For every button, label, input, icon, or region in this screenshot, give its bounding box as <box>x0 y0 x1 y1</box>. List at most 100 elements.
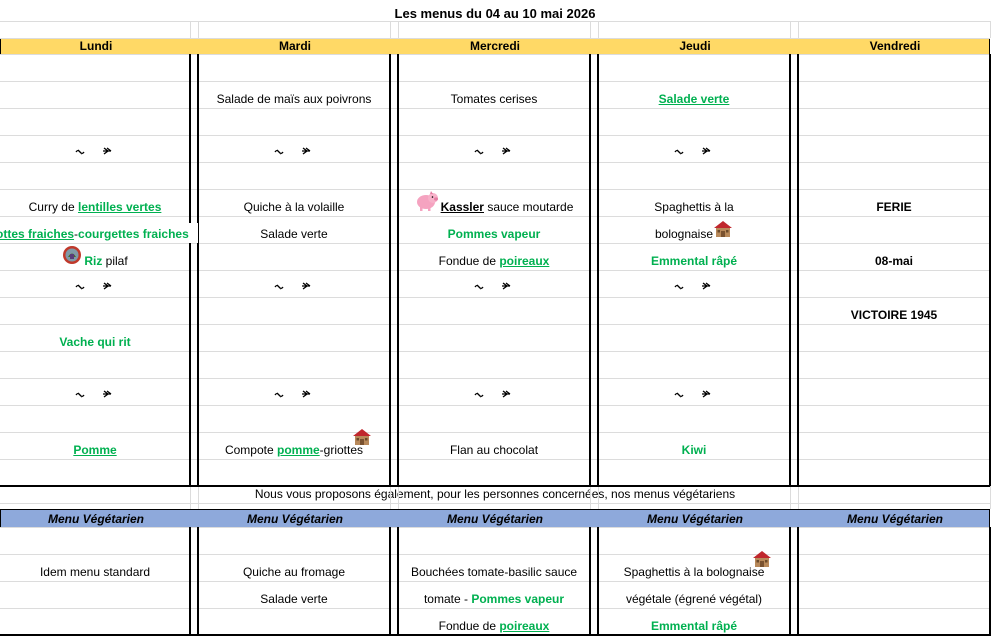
menu-item-text: Compote <box>224 443 277 457</box>
gridline <box>798 486 799 509</box>
menu-cell <box>398 378 590 405</box>
gridline <box>198 486 199 509</box>
menu-cell: Emmental râpé <box>598 243 790 270</box>
wavy-dash-separator-icon <box>74 280 116 294</box>
menu-item-text: Fondue de <box>438 254 500 268</box>
menu-item-text: végétale (égrené végétal) <box>625 592 763 606</box>
menu-item-text: Kassler <box>440 200 484 214</box>
gridline <box>790 486 791 509</box>
gridline <box>598 21 599 38</box>
gridline <box>798 21 799 38</box>
menu-item-text: Curry de <box>28 200 78 214</box>
gridline <box>0 351 990 352</box>
column-border <box>589 527 591 636</box>
menu-item-text: courgettes fraiches <box>78 227 189 241</box>
gridline <box>0 554 990 555</box>
menu-cell: Fondue de poireaux <box>398 608 590 635</box>
menu-item-text: Quiche à la volaille <box>243 200 345 214</box>
vegetarian-note: Nous vous proposons également, pour les … <box>254 487 736 501</box>
column-border <box>197 54 199 486</box>
house-icon <box>713 220 733 241</box>
menu-cell <box>598 270 790 297</box>
menu-item-text: Salade verte <box>260 227 328 241</box>
gridline <box>190 486 191 509</box>
wavy-dash-separator-icon <box>273 280 315 294</box>
menu-cell: Vache qui rit <box>0 324 190 351</box>
wavy-dash-separator-icon <box>74 388 116 402</box>
menu-item-text: Riz <box>84 254 103 268</box>
day-header-mercredi: Mercredi <box>469 39 521 53</box>
gridline <box>390 21 391 38</box>
column-border <box>389 54 391 486</box>
gridline <box>0 54 990 55</box>
wavy-dash-separator-icon <box>673 388 715 402</box>
menu-cell: Riz pilaf <box>0 243 190 270</box>
menu-cell: Pomme <box>0 432 190 459</box>
pig-icon <box>415 189 439 214</box>
menu-cell: Flan au chocolat <box>398 432 590 459</box>
menu-item-text: Fondue de <box>438 619 500 633</box>
menu-item-text: bolognaise <box>654 227 714 241</box>
gridline <box>0 581 990 582</box>
menu-cell: Spaghettis à la bolognaise <box>598 554 790 581</box>
menu-cell: Compote pomme -griottes <box>198 432 390 459</box>
gridline <box>0 459 990 460</box>
gridline <box>990 486 991 509</box>
column-border <box>989 527 991 636</box>
menu-item-text: pilaf <box>102 254 128 268</box>
menu-item-text: carottes fraiches <box>0 227 75 241</box>
column-border <box>597 54 599 486</box>
vegetarian-header-vendredi: Menu Végétarien <box>846 512 944 526</box>
menu-item-text: Emmental râpé <box>650 619 738 633</box>
house-icon <box>352 428 372 449</box>
menu-cell: végétale (égrené végétal) <box>598 581 790 608</box>
column-border <box>397 54 399 486</box>
gridline <box>0 135 990 136</box>
menu-cell <box>598 135 790 162</box>
vegetarian-header-mardi: Menu Végétarien <box>246 512 344 526</box>
menu-cell <box>198 135 390 162</box>
menu-cell: bolognaise <box>598 216 790 243</box>
column-border <box>189 54 191 486</box>
gridline <box>190 21 191 38</box>
column-border <box>797 527 799 636</box>
menu-item-text: FERIE <box>876 200 912 214</box>
menu-item-text: -griottes <box>319 443 364 457</box>
gridline <box>0 81 990 82</box>
menu-item-text: Idem menu standard <box>39 565 151 579</box>
menu-item-text: Pommes vapeur <box>447 227 541 241</box>
menu-cell <box>0 270 190 297</box>
menu-item-text: lentilles vertes <box>77 200 162 214</box>
menu-item-text: Bouchées tomate-basilic sauce <box>410 565 578 579</box>
label-badge-icon <box>62 245 82 268</box>
gridline <box>390 486 391 509</box>
menu-cell <box>398 270 590 297</box>
column-border <box>789 527 791 636</box>
column-border <box>797 54 799 486</box>
menu-cell: carottes fraiches-courgettes fraiches <box>0 223 198 243</box>
menu-cell: Kassler sauce moutarde <box>398 189 590 216</box>
gridline <box>0 216 990 217</box>
vegetarian-header-row: Menu Végétarien Menu Végétarien Menu Végét… <box>0 509 990 528</box>
menu-cell <box>0 378 190 405</box>
wavy-dash-separator-icon <box>473 145 515 159</box>
menu-cell: Tomates cerises <box>398 81 590 108</box>
menu-cell: Salade verte <box>198 216 390 243</box>
day-header-vendredi: Vendredi <box>869 39 921 53</box>
menu-item-text: Salade de maïs aux poivrons <box>216 92 372 106</box>
gridline <box>198 21 199 38</box>
gridline <box>990 21 991 38</box>
menu-item-text: 08-mai <box>874 254 914 268</box>
menu-item-text: poireaux <box>499 254 550 268</box>
menu-cell: Pommes vapeur <box>398 216 590 243</box>
menu-item-text: Emmental râpé <box>650 254 738 268</box>
gridline <box>0 405 990 406</box>
gridline <box>0 503 990 504</box>
gridline <box>590 486 591 509</box>
gridline <box>790 21 791 38</box>
menu-item-text: Vache qui rit <box>59 335 131 349</box>
column-border <box>197 527 199 636</box>
menu-cell: Spaghettis à la <box>598 189 790 216</box>
column-border <box>589 54 591 486</box>
